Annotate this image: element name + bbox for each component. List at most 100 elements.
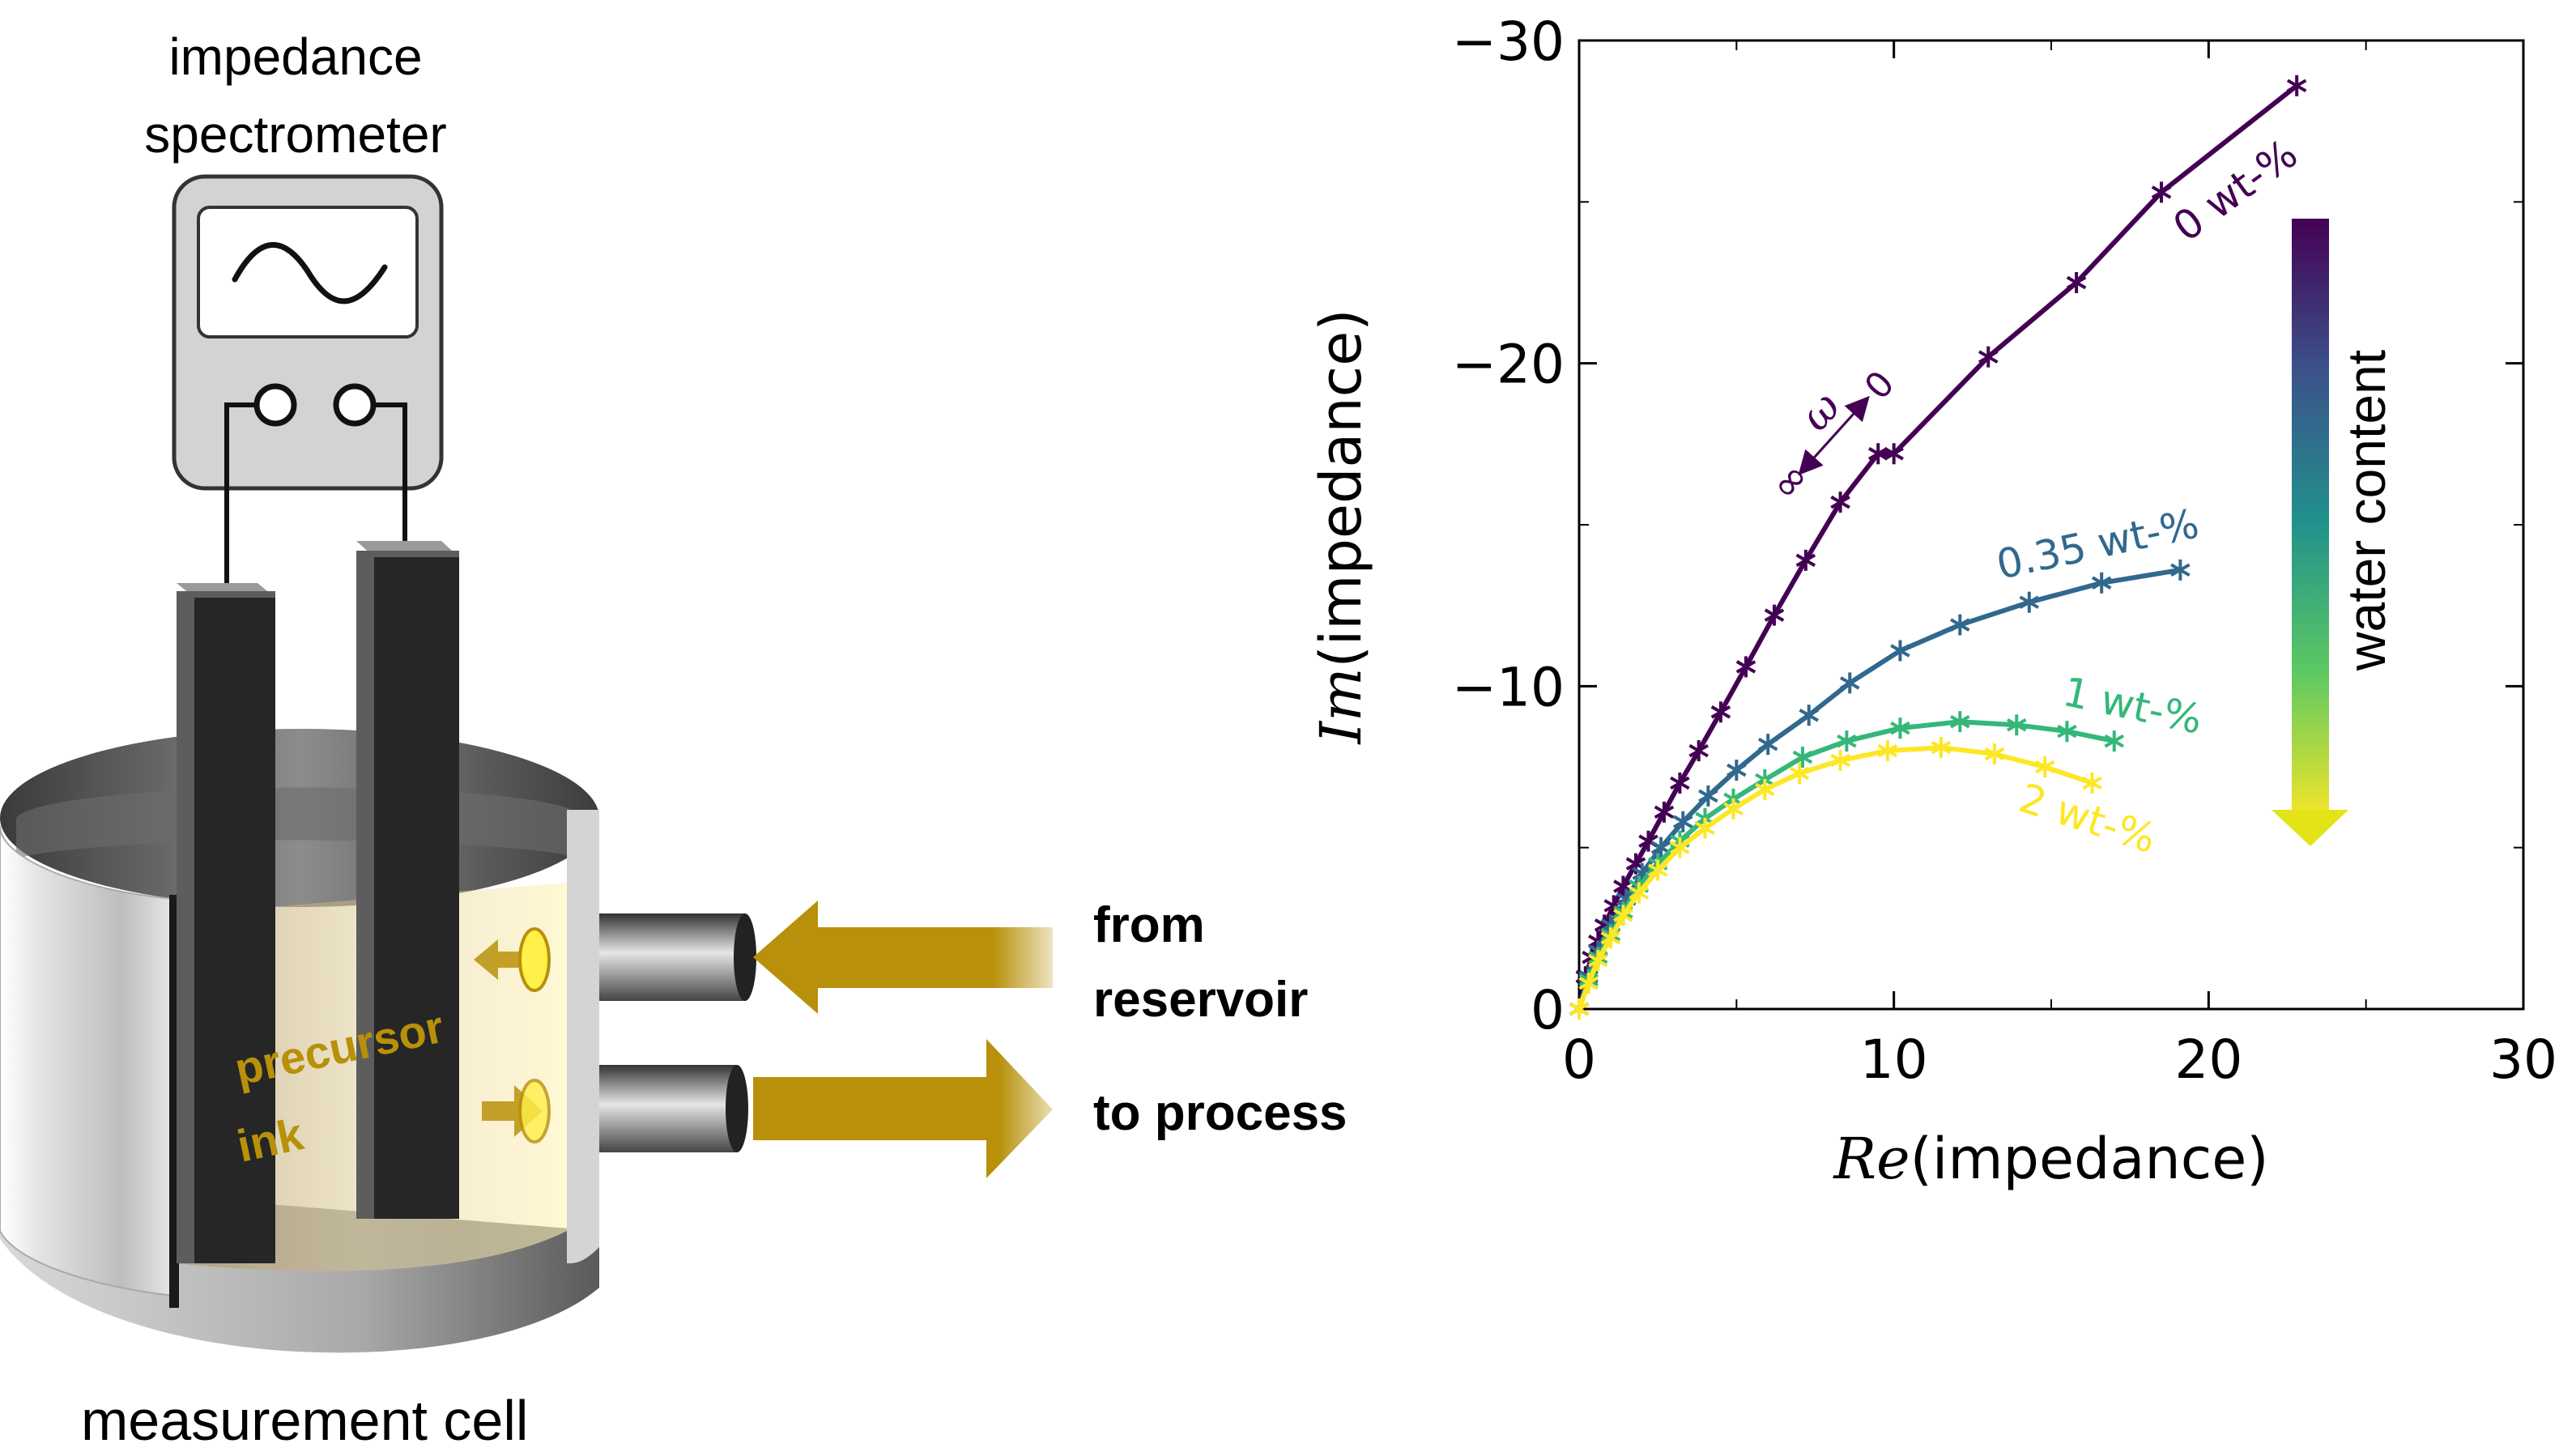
y-tick-label: −10 <box>1452 656 1565 718</box>
data-point <box>2034 760 2055 774</box>
data-point <box>1688 743 1709 758</box>
data-point <box>1950 618 1970 632</box>
x-tick-label: 0 <box>1562 1028 1596 1091</box>
data-point <box>2104 734 2124 748</box>
inlet-flow-indicator <box>474 927 551 992</box>
outlet-pipe <box>599 1065 748 1152</box>
x-tick-label: 10 <box>1860 1028 1928 1091</box>
y-axis-label: Im(impedance) <box>1308 309 1374 745</box>
data-point <box>1884 447 1904 461</box>
data-point <box>1950 714 1970 729</box>
data-point <box>1735 660 1756 674</box>
data-point <box>1792 750 1813 764</box>
series-3: 2 wt-% <box>1569 737 2161 1020</box>
sine-wave-icon <box>232 241 388 304</box>
data-point <box>1867 447 1888 461</box>
colorbar-label: water content <box>2336 350 2396 671</box>
outlet-label: to process <box>1093 1085 1348 1141</box>
data-point <box>1670 776 1690 790</box>
frequency-annotation: ∞ ω 0 <box>1761 363 1903 511</box>
series-label: 0 wt-% <box>2165 130 2306 251</box>
data-point <box>2082 776 2102 790</box>
spectrometer-label-line1: impedance <box>168 28 422 86</box>
data-point <box>1670 841 1690 854</box>
data-point <box>2019 595 2040 609</box>
data-point <box>1877 743 1898 758</box>
x-tick-label: 30 <box>2489 1028 2557 1091</box>
data-point <box>1695 821 1715 835</box>
data-point <box>1723 802 1744 816</box>
impedance-spectrometer <box>172 174 444 491</box>
data-point <box>2006 717 2027 732</box>
data-point <box>1727 763 1747 777</box>
y-axis-label-prefix: Im <box>1308 667 1374 745</box>
electrode-left <box>177 583 275 1263</box>
data-point <box>1755 782 1775 797</box>
inlet-pipe <box>599 913 756 1001</box>
data-point <box>1978 350 1999 364</box>
x-axis-label-suffix: (impedance) <box>1910 1126 2269 1192</box>
data-point <box>1890 721 1910 735</box>
x-tick-label: 20 <box>2174 1028 2242 1091</box>
data-point <box>1710 705 1731 719</box>
nyquist-chart: 0 10 20 30 0 −10 −20 −30 0 wt-%0.35 wt-%1 wt-%2… <box>1308 11 2557 1192</box>
y-tick-label: 0 <box>1531 979 1565 1041</box>
inlet-label-line1: from <box>1093 897 1205 953</box>
data-point <box>1673 815 1693 829</box>
y-tick-label: −20 <box>1452 334 1565 396</box>
data-point <box>1799 708 1819 722</box>
data-point <box>1830 753 1850 768</box>
spectrometer-label-line2: spectrometer <box>144 105 446 164</box>
data-point <box>1600 931 1621 945</box>
data-point <box>1837 734 1857 748</box>
axis-ticks: 0 10 20 30 0 −10 −20 −30 <box>1452 11 2557 1091</box>
data-point <box>1839 676 1860 690</box>
inlet-label-line2: reservoir <box>1093 972 1308 1028</box>
series-label: 2 wt-% <box>2013 774 2161 862</box>
data-point <box>2057 724 2077 739</box>
electrode-right <box>356 541 459 1219</box>
data-point <box>1588 953 1608 968</box>
data-point <box>2091 576 2112 590</box>
frequency-omega-label: ω <box>1791 382 1850 441</box>
y-axis-label-suffix: (impedance) <box>1308 309 1374 667</box>
series-line <box>1577 567 2181 1010</box>
data-point <box>1757 737 1778 752</box>
water-content-colorbar: water content <box>2272 219 2396 846</box>
series-line <box>1577 745 2093 1011</box>
inlet-arrow <box>753 901 1053 1014</box>
data-point <box>2286 79 2307 93</box>
data-point <box>2066 275 2087 290</box>
terminal-right-icon <box>333 383 377 427</box>
x-axis-label-prefix: Re <box>1832 1126 1910 1192</box>
y-tick-label: −30 <box>1452 11 1565 73</box>
data-point <box>1698 789 1718 803</box>
data-point <box>1764 608 1785 622</box>
data-point <box>1613 909 1633 922</box>
cell-shell-left <box>0 825 175 1297</box>
outlet-arrow <box>753 1039 1053 1178</box>
data-point <box>1984 747 2005 761</box>
data-point <box>1789 766 1810 781</box>
data-point <box>1931 740 1952 755</box>
measurement-diagram: impedance spectrometer <box>0 28 1348 1452</box>
data-point <box>2151 185 2172 199</box>
cell-shell-right <box>567 810 599 1263</box>
data-point <box>1578 976 1599 990</box>
cell-label: measurement cell <box>81 1389 528 1452</box>
data-point <box>1890 644 1910 658</box>
wire-right <box>373 402 407 543</box>
wire-left <box>224 402 257 587</box>
data-point <box>1647 863 1668 877</box>
outlet-flow-indicator <box>482 1079 551 1143</box>
data-point <box>1569 1002 1590 1016</box>
x-axis-label: Re(impedance) <box>1832 1126 2268 1192</box>
data-point <box>1654 805 1675 820</box>
data-point <box>1629 886 1650 900</box>
series-layer: 0 wt-%0.35 wt-%1 wt-%2 wt-% <box>1569 75 2307 1020</box>
data-point <box>2170 563 2191 577</box>
data-point <box>1795 553 1816 568</box>
data-point <box>1830 495 1850 509</box>
terminal-left-icon <box>253 383 297 427</box>
